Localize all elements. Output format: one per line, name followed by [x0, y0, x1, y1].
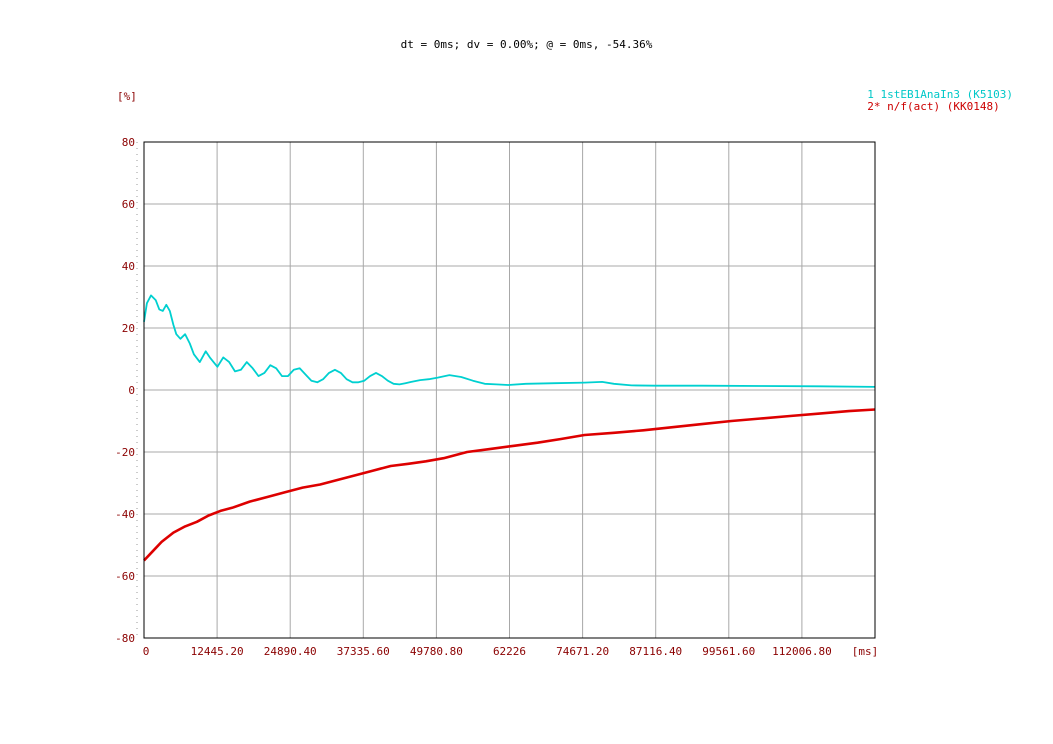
y-tick-label: 60 — [122, 198, 135, 211]
y-tick-label: 80 — [122, 136, 135, 149]
cursor-readout: dt = 0ms; dv = 0.00%; @ = 0ms, -54.36% — [400, 38, 653, 51]
y-tick-label: 20 — [122, 322, 135, 335]
y-tick-label: -20 — [115, 446, 135, 459]
x-tick-label: 0 — [143, 645, 150, 658]
grid — [136, 142, 875, 638]
x-tick-label: 37335.60 — [337, 645, 390, 658]
tick-labels: 0 12445.20 24890.40 37335.60 49780.80 62226 74… — [115, 136, 878, 658]
x-tick-label: 112006.80 — [772, 645, 832, 658]
y-axis-unit-label: [%] — [117, 90, 137, 103]
y-tick-label: -60 — [115, 570, 135, 583]
x-tick-label: 99561.60 — [702, 645, 755, 658]
y-tick-label: -80 — [115, 632, 135, 645]
x-tick-label: 49780.80 — [410, 645, 463, 658]
x-tick-label: 74671.20 — [556, 645, 609, 658]
y-tick-label: -40 — [115, 508, 135, 521]
series-layer — [143, 294, 876, 562]
x-tick-label: 62226 — [493, 645, 526, 658]
x-tick-label: 12445.20 — [191, 645, 244, 658]
y-tick-label: 0 — [128, 384, 135, 397]
series-line-2[interactable] — [143, 408, 876, 562]
x-axis-unit-label: [ms] — [852, 645, 879, 658]
x-tick-label: 87116.40 — [629, 645, 682, 658]
series-line-1[interactable] — [143, 294, 876, 388]
plot-frame — [143, 141, 876, 639]
x-tick-label: 24890.40 — [264, 645, 317, 658]
legend-entry-series-1[interactable]: 1 1stEB1AnaIn3 (K5103) — [867, 88, 1013, 101]
legend-entry-series-2[interactable]: 2* n/f(act) (KK0148) — [867, 100, 1000, 113]
legend: 1 1stEB1AnaIn3 (K5103) 2* n/f(act) (KK01… — [867, 89, 1013, 113]
y-tick-label: 40 — [122, 260, 135, 273]
